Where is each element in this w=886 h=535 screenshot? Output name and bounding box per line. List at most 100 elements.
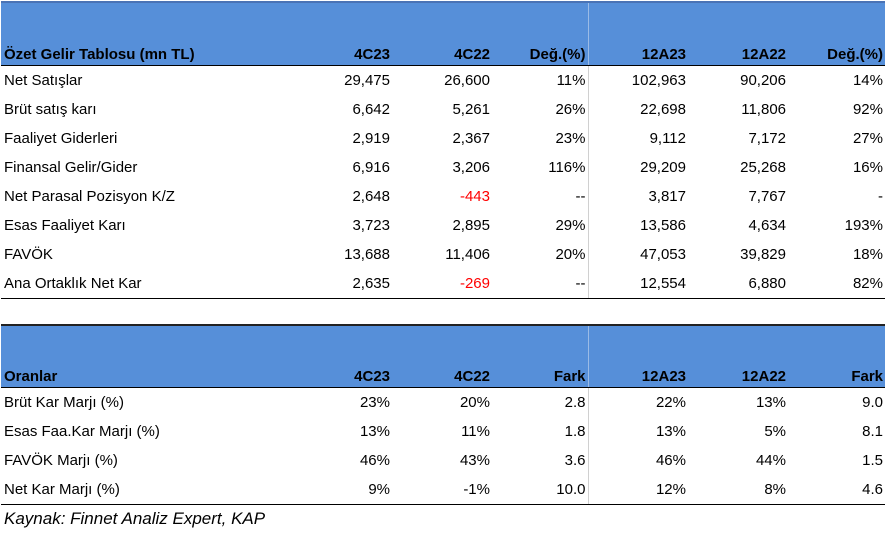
table-cell: 6,642 [352,101,390,118]
income-header-cell: 12A22 [688,2,788,66]
table-cell: 13,586 [587,211,688,240]
table-cell: 11,406 [445,246,490,263]
table-row: Net Parasal Pozisyon K/Z 2,648 -443 -- 3,817… [1,182,885,211]
row-label: FAVÖK [4,246,53,263]
ratios-header-cell: 4C23 [292,325,392,388]
table-cell: 11,806 [741,101,786,118]
table-cell: 102,963 [587,65,688,95]
table-row: Finansal Gelir/Gider 6,916 3,206 116% 29,209… [1,153,885,182]
table-cell: 5% [764,423,786,440]
table-cell: 6,880 [688,269,788,299]
row-label: Faaliyet Giderleri [4,130,118,147]
row-label: Ana Ortaklık Net Kar [1,269,292,299]
row-label: Esas Faaliyet Karı [4,217,126,234]
table-cell: 3,206 [452,159,490,176]
table-cell: 29,209 [587,153,688,182]
table-cell: 2,635 [292,269,392,299]
table-cell: 46% [359,452,390,469]
table-cell: 6,916 [352,159,390,176]
row-label: FAVÖK Marjı (%) [4,452,118,469]
income-header-cell: Özet Gelir Tablosu (mn TL) [1,2,292,66]
income-header-cell: 4C23 [292,2,392,66]
table-cell: 29,475 [344,72,390,89]
table-cell: 12,554 [587,269,688,299]
table-row: Esas Faa.Kar Marjı (%) 13% 11% 1.8 13% 5% 8.1 [1,417,885,446]
income-statement-table: Özet Gelir Tablosu (mn TL) 4C23 4C22 Değ.(%… [1,1,885,299]
ratios-table: Oranlar 4C23 4C22 Fark 12A23 12A22 Fark Brüt Ka… [1,324,885,505]
table-row: Brüt satış karı 6,642 5,261 26% 22,698 11,806… [1,95,885,124]
table-row: FAVÖK Marjı (%) 46% 43% 3.6 46% 44% 1.5 [1,446,885,475]
table-cell: -443 [459,188,490,205]
table-cell: 44% [755,452,786,469]
ratios-header-cell: 12A23 [587,325,688,388]
table-cell: 1.8 [564,423,586,440]
table-row: FAVÖK 13,688 11,406 20% 47,053 39,829 18% [1,240,885,269]
table-cell: 23% [359,394,390,411]
income-header-cell: 4C22 [392,2,492,66]
table-cell: 116% [548,159,586,176]
row-label: Esas Faa.Kar Marjı (%) [4,423,160,440]
table-cell: 11% [461,423,490,440]
table-cell: 5,261 [452,101,490,118]
income-header-cell: Değ.(%) [492,2,588,66]
table-cell: 25,268 [740,159,786,176]
row-label: Net Kar Marjı (%) [1,475,292,505]
row-label: Finansal Gelir/Gider [4,159,138,176]
table-cell: 11% [556,72,586,89]
table-cell: 4.6 [788,475,885,505]
table-cell: 29% [555,217,586,234]
table-cell: 3.6 [564,452,586,469]
table-cell: -- [492,269,588,299]
table-cell: 7,767 [748,188,786,205]
table-cell: 18% [852,246,883,263]
table-cell: 20% [459,394,490,411]
table-cell: 22,698 [587,95,688,124]
table-row: Ana Ortaklık Net Kar 2,635 -269 -- 12,554 6,8… [1,269,885,299]
table-cell: -269 [392,269,492,299]
table-cell: 23% [555,130,586,147]
table-cell: 9% [292,475,392,505]
table-cell: -- [575,188,586,205]
table-cell: 9,112 [587,124,688,153]
table-cell: 3,723 [352,217,390,234]
row-label: Brüt Kar Marjı (%) [4,394,125,411]
table-cell: 39,829 [740,246,786,263]
table-row: Net Kar Marjı (%) 9% -1% 10.0 12% 8% 4.6 [1,475,885,505]
income-header-cell: Değ.(%) [788,2,885,66]
table-cell: 14% [852,72,883,89]
table-row: Esas Faaliyet Karı 3,723 2,895 29% 13,586 4,6… [1,211,885,240]
income-statement-body: Özet Gelir Tablosu (mn TL) 4C23 4C22 Değ.(%… [1,2,885,299]
income-header-cell: 12A23 [587,2,688,66]
row-label: Brüt satış karı [4,101,97,118]
table-cell: 20% [555,246,586,263]
table-cell: 46% [587,446,688,475]
table-cell: 12% [587,475,688,505]
table-cell: 2.8 [564,394,586,411]
table-cell: 4,634 [748,217,786,234]
table-cell: 193% [844,217,883,234]
table-cell: 43% [459,452,490,469]
income-header-row: Özet Gelir Tablosu (mn TL) 4C23 4C22 Değ.(%… [1,2,885,66]
table-cell: 13% [587,417,688,446]
ratios-header-cell: Fark [492,325,588,388]
source-note: Kaynak: Finnet Analiz Expert, KAP [4,509,266,528]
table-cell: 2,919 [352,130,390,147]
table-cell: 27% [852,130,883,147]
table-cell: 47,053 [587,240,688,269]
table-cell: 3,817 [587,182,688,211]
ratios-header-cell: Fark [788,325,885,388]
table-row: Faaliyet Giderleri 2,919 2,367 23% 9,112 7,17… [1,124,885,153]
ratios-header-cell: 12A22 [688,325,788,388]
table-row: Net Satışlar 29,475 26,600 11% 102,963 90,206… [1,65,885,95]
table-cell: 2,367 [452,130,490,147]
table-cell: 92% [852,101,883,118]
table-cell: 26% [555,101,586,118]
table-cell: 16% [852,159,883,176]
ratios-header-cell: 4C22 [392,325,492,388]
table-cell: 13% [755,394,786,411]
table-cell: 10.0 [492,475,588,505]
table-cell: 90,206 [740,72,786,89]
table-cell: 13% [359,423,390,440]
table-cell: 8% [688,475,788,505]
table-cell: 1.5 [862,452,883,469]
